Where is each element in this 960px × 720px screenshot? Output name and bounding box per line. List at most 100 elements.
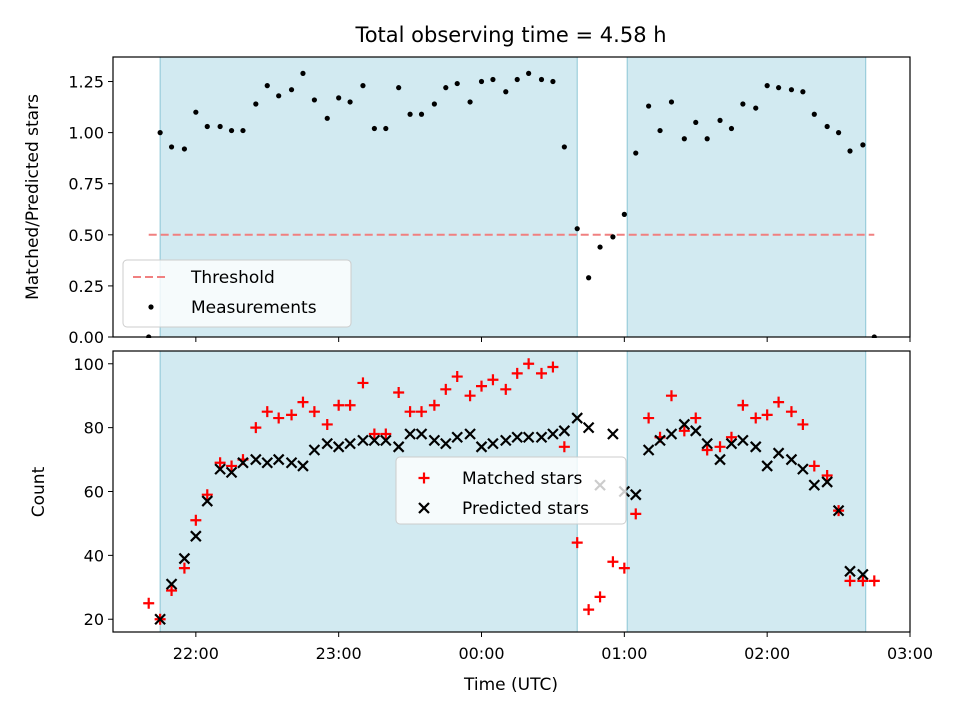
predicted-star-point: [665, 428, 678, 440]
bottom-y-axis-label: Count: [29, 466, 49, 517]
predicted-star-point: [201, 495, 214, 507]
measurement-point: [467, 99, 473, 105]
legend-threshold-label: Threshold: [190, 268, 275, 288]
measurement-point: [717, 117, 723, 123]
measurement-point: [371, 125, 377, 132]
measurement-point: [586, 275, 592, 281]
matched-star-point: [261, 406, 273, 418]
matched-star-point: [404, 406, 416, 418]
matched-star-point: [761, 409, 773, 421]
x-tick-label: 22:00: [173, 644, 219, 663]
matched-star-point: [308, 406, 320, 418]
predicted-star-point: [511, 431, 523, 443]
measurement-point: [538, 76, 545, 83]
predicted-star-point: [487, 437, 499, 450]
bottom-y-tick-label: 40: [84, 546, 104, 565]
predicted-star-point: [808, 479, 821, 491]
matched-star-point: [750, 412, 762, 424]
matched-star-point: [357, 377, 369, 389]
measurement-point: [775, 85, 782, 91]
predicted-star-point: [464, 428, 476, 440]
legend-matched-label: Matched stars: [462, 469, 582, 489]
measurement-point: [847, 148, 853, 154]
predicted-star-point: [844, 565, 856, 578]
measurement-point: [217, 123, 223, 130]
predicted-star-point: [761, 460, 773, 472]
measurement-point: [324, 115, 330, 121]
matched-star-point: [535, 367, 547, 379]
legend-measurement-swatch: [148, 304, 154, 310]
matched-star-point: [201, 489, 213, 501]
predicted-star-point: [558, 425, 571, 437]
matched-star-point: [333, 399, 345, 411]
predicted-star-point: [321, 437, 334, 450]
matched-star-point: [178, 562, 190, 574]
predicted-star-point: [547, 428, 559, 440]
predicted-star-point: [332, 441, 345, 453]
predicted-star-point: [535, 431, 548, 443]
legend-box: [122, 259, 352, 328]
predicted-star-point: [475, 441, 488, 453]
predicted-star-point: [701, 437, 713, 450]
predicted-star-point: [285, 456, 298, 469]
predicted-star-point: [797, 463, 809, 475]
legend-measurement-label: Measurements: [191, 298, 317, 318]
measurement-point: [503, 89, 509, 95]
predicted-star-point: [785, 453, 798, 466]
matched-star-point: [321, 418, 333, 430]
matched-star-point: [547, 361, 559, 373]
measurement-point: [561, 144, 567, 150]
predicted-star-point: [821, 476, 833, 488]
matched-star-point: [440, 383, 452, 395]
measurement-point: [704, 136, 710, 142]
x-tick-label: 23:00: [316, 644, 362, 663]
measurement-point: [788, 87, 795, 93]
matched-star-point: [857, 575, 869, 587]
predicted-star-point: [772, 447, 785, 459]
matched-star-point: [297, 396, 309, 408]
measurement-point: [336, 95, 342, 101]
measurement-point: [490, 76, 496, 83]
x-tick-label: 01:00: [601, 644, 647, 663]
measurement-point: [574, 226, 580, 232]
measurement-point: [347, 99, 353, 105]
matched-star-point: [630, 508, 642, 520]
bottom-legend: Matched stars Predicted stars: [395, 456, 627, 525]
measurement-point: [204, 123, 210, 130]
matched-star-point: [665, 390, 677, 402]
matched-star-point: [571, 537, 583, 549]
measurement-point: [311, 97, 317, 103]
predicted-star-point: [654, 434, 666, 447]
predicted-star-point: [642, 444, 655, 456]
top-observing-window-2: [626, 56, 867, 338]
measurement-point: [597, 244, 603, 250]
predicted-star-point: [522, 431, 535, 443]
matched-star-point: [785, 406, 797, 418]
predicted-star-point: [678, 418, 691, 431]
measurement-point: [396, 85, 402, 91]
predicted-star-point: [714, 453, 726, 466]
matched-star-point: [273, 412, 285, 424]
predicted-star-point: [380, 434, 392, 447]
measurement-point: [824, 123, 830, 130]
predicted-star-point: [571, 412, 583, 424]
matched-star-point: [868, 575, 880, 587]
predicted-star-point: [272, 453, 285, 466]
measurement-point: [550, 78, 556, 85]
matched-star-point: [487, 374, 499, 386]
matched-star-point: [214, 457, 226, 469]
matched-star-point: [500, 383, 512, 395]
matched-star-point: [821, 470, 833, 482]
x-tick-label: 00:00: [458, 644, 504, 663]
measurement-point: [383, 125, 389, 132]
measurement-point: [740, 101, 746, 107]
matched-star-point: [523, 358, 535, 370]
matched-star-point: [226, 460, 238, 472]
matched-star-point: [725, 431, 737, 443]
predicted-star-point: [689, 425, 702, 437]
measurement-point: [668, 99, 675, 105]
top-y-tick-label: 0.25: [68, 277, 104, 296]
measurement-point: [253, 101, 259, 107]
